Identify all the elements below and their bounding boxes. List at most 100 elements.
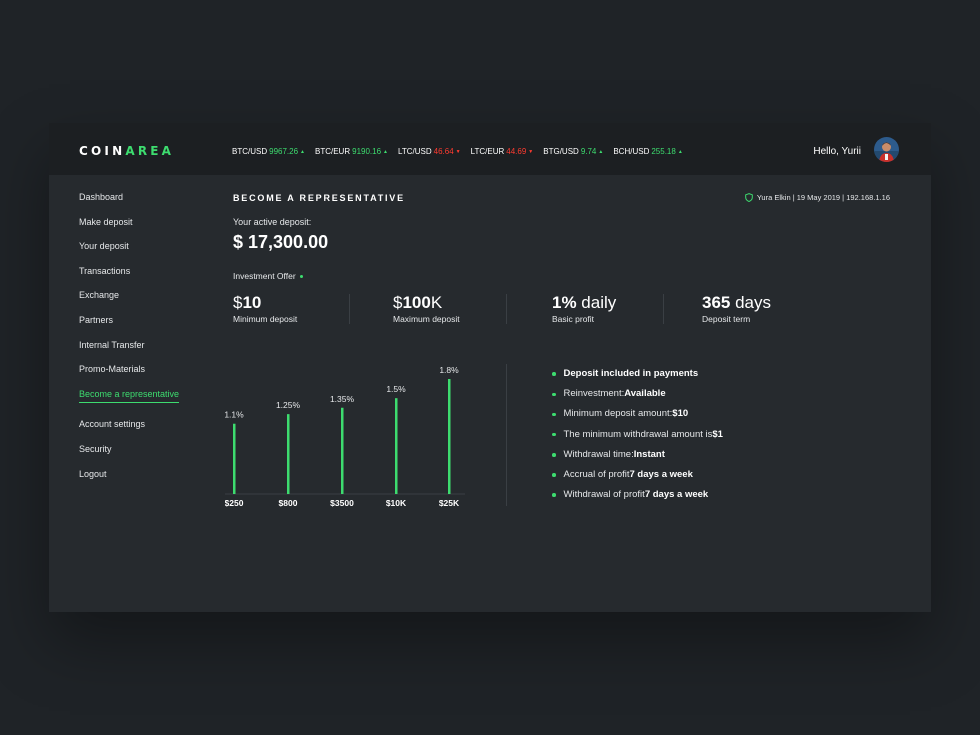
- ticker-pair: LTC/USD: [398, 147, 432, 156]
- triangle-up-icon: ▲: [300, 148, 305, 155]
- ticker-pair: BTC/EUR: [315, 147, 351, 156]
- chart-data-label: 1.35%: [330, 394, 355, 404]
- ticker-ltc-usd[interactable]: LTC/USD 46.64 ▼: [398, 147, 461, 156]
- divider: [663, 294, 664, 324]
- feature-item: Reinvestment: Available: [552, 384, 723, 404]
- avatar[interactable]: [874, 137, 899, 162]
- shield-icon: [745, 193, 753, 202]
- brand-logo[interactable]: COINAREA: [79, 144, 174, 158]
- sidebar-item-label: Security: [79, 443, 112, 454]
- ticker-pair: BCH/USD: [613, 147, 650, 156]
- divider: [506, 364, 507, 506]
- ticker-btg-usd[interactable]: BTG/USD 9.74 ▲: [543, 147, 603, 156]
- sidebar-item-label: Exchange: [79, 290, 120, 301]
- bullet-icon: [552, 372, 556, 376]
- sidebar-item-label: Internal Transfer: [79, 339, 145, 350]
- stat-label: Deposit term: [702, 314, 751, 324]
- chart-data-label: 1.5%: [386, 384, 406, 394]
- sidebar-item-exchange[interactable]: Exchange: [79, 289, 179, 314]
- ticker-bch-usd[interactable]: BCH/USD 255.18 ▲: [613, 147, 682, 156]
- sidebar-item-your-deposit[interactable]: Your deposit: [79, 240, 179, 265]
- chart-category-label: $800: [279, 498, 298, 508]
- sidebar-item-label: Transactions: [79, 265, 131, 276]
- stat-suffix: daily: [576, 293, 617, 312]
- user-greeting: Hello, Yurii: [813, 146, 861, 157]
- sidebar-item-label: Account settings: [79, 419, 146, 430]
- triangle-up-icon: ▲: [677, 148, 683, 155]
- stat-min-deposit: $10 Minimum deposit: [233, 293, 297, 324]
- top-bar: COINAREA BTC/USD 9967.26 ▲ BTC/EUR 9190.16 ▲ L…: [49, 123, 931, 175]
- feature-item: Minimum deposit amount: $10: [552, 404, 723, 424]
- ticker-btc-eur[interactable]: BTC/EUR 9190.16 ▲: [315, 147, 388, 156]
- sidebar-item-partners[interactable]: Partners: [79, 314, 179, 339]
- bullet-icon: [552, 392, 556, 397]
- active-deposit-label: Your active deposit:: [233, 217, 312, 227]
- chart-category-label: $25K: [439, 498, 460, 508]
- sidebar-item-label: Make deposit: [79, 216, 133, 227]
- feature-text: Accrual of profit: [563, 469, 630, 481]
- feature-value: $1: [712, 428, 723, 440]
- chart-bar: [233, 423, 236, 494]
- triangle-up-icon: ▲: [383, 148, 388, 155]
- sidebar-item-label: Your deposit: [79, 241, 129, 252]
- sidebar-item-logout[interactable]: Logout: [79, 468, 179, 493]
- session-text: Yura Elkin | 19 May 2019 | 192.168.1.16: [756, 193, 890, 202]
- stat-basic-profit: 1% daily Basic profit: [552, 293, 616, 324]
- brand-logo-part2: AREA: [125, 144, 175, 158]
- sidebar-item-label: Become a representative: [79, 388, 180, 403]
- sidebar-item-become-a-representative[interactable]: Become a representative: [79, 388, 180, 413]
- ticker-ltc-eur[interactable]: LTC/EUR 44.69 ▼: [471, 147, 534, 156]
- stat-value: 100: [402, 293, 431, 312]
- feature-item: The minimum withdrawal amount is $1: [552, 425, 723, 445]
- chart-bar: [341, 407, 344, 494]
- bullet-icon: [552, 412, 556, 417]
- ticker-price: 9967.26: [269, 147, 299, 156]
- feature-value: $10: [672, 408, 689, 420]
- feature-item: Accrual of profit 7 days a week: [552, 465, 723, 485]
- sidebar-item-internal-transfer[interactable]: Internal Transfer: [79, 339, 179, 364]
- sidebar-item-dashboard[interactable]: Dashboard: [79, 191, 179, 216]
- ticker-pair: LTC/EUR: [470, 147, 505, 156]
- ticker-btc-usd[interactable]: BTC/USD 9967.26 ▲: [232, 147, 305, 156]
- stat-suffix: days: [730, 293, 772, 312]
- sidebar-item-account-settings[interactable]: Account settings: [79, 418, 179, 443]
- feature-text: Minimum deposit amount:: [563, 408, 673, 420]
- divider: [506, 294, 507, 324]
- chart-bar: [287, 414, 290, 494]
- chart-category-label: $3500: [330, 498, 354, 508]
- stat-label: Maximum deposit: [393, 314, 460, 324]
- stat-suffix: K: [430, 293, 443, 312]
- chart-category-label: $250: [225, 498, 244, 508]
- active-deposit-value: $ 17,300.00: [233, 232, 329, 252]
- sidebar-item-security[interactable]: Security: [79, 443, 179, 468]
- app-window: COINAREA BTC/USD 9967.26 ▲ BTC/EUR 9190.16 ▲ L…: [49, 123, 931, 612]
- price-ticker-strip: BTC/USD 9967.26 ▲ BTC/EUR 9190.16 ▲ LTC/USD 46.…: [232, 147, 693, 156]
- sidebar-item-transactions[interactable]: Transactions: [79, 265, 179, 290]
- feature-item: Deposit included in payments: [552, 364, 723, 384]
- stat-label: Basic profit: [552, 314, 595, 324]
- chart-category-label: $10K: [386, 498, 407, 508]
- ticker-price: 9.74: [580, 147, 597, 156]
- feature-text: Withdrawal time:: [563, 448, 634, 460]
- feature-value: 7 days a week: [629, 469, 693, 481]
- status-dot-icon: [299, 274, 303, 278]
- chart-data-label: 1.8%: [439, 365, 459, 375]
- ticker-price: 9190.16: [352, 147, 382, 156]
- stat-deposit-term: 365 days Deposit term: [702, 293, 771, 324]
- stat-value: 365: [702, 293, 731, 312]
- ticker-price: 46.64: [433, 147, 454, 156]
- chart-bar: [395, 398, 398, 494]
- ticker-price: 255.18: [651, 147, 676, 156]
- ticker-price: 44.69: [506, 147, 527, 156]
- stat-prefix: $: [233, 293, 243, 312]
- stat-value: 1%: [552, 293, 577, 312]
- feature-item: Withdrawal of profit 7 days a week: [552, 485, 723, 505]
- sidebar-item-make-deposit[interactable]: Make deposit: [79, 216, 179, 241]
- feature-value: Instant: [633, 448, 665, 460]
- stat-max-deposit: $100K Maximum deposit: [393, 293, 460, 324]
- stat-value: 10: [242, 293, 262, 312]
- session-info: Yura Elkin | 19 May 2019 | 192.168.1.16: [745, 193, 890, 202]
- feature-text: Reinvestment:: [563, 388, 625, 400]
- triangle-up-icon: ▲: [598, 148, 604, 155]
- sidebar-item-promo-materials[interactable]: Promo-Materials: [79, 363, 179, 388]
